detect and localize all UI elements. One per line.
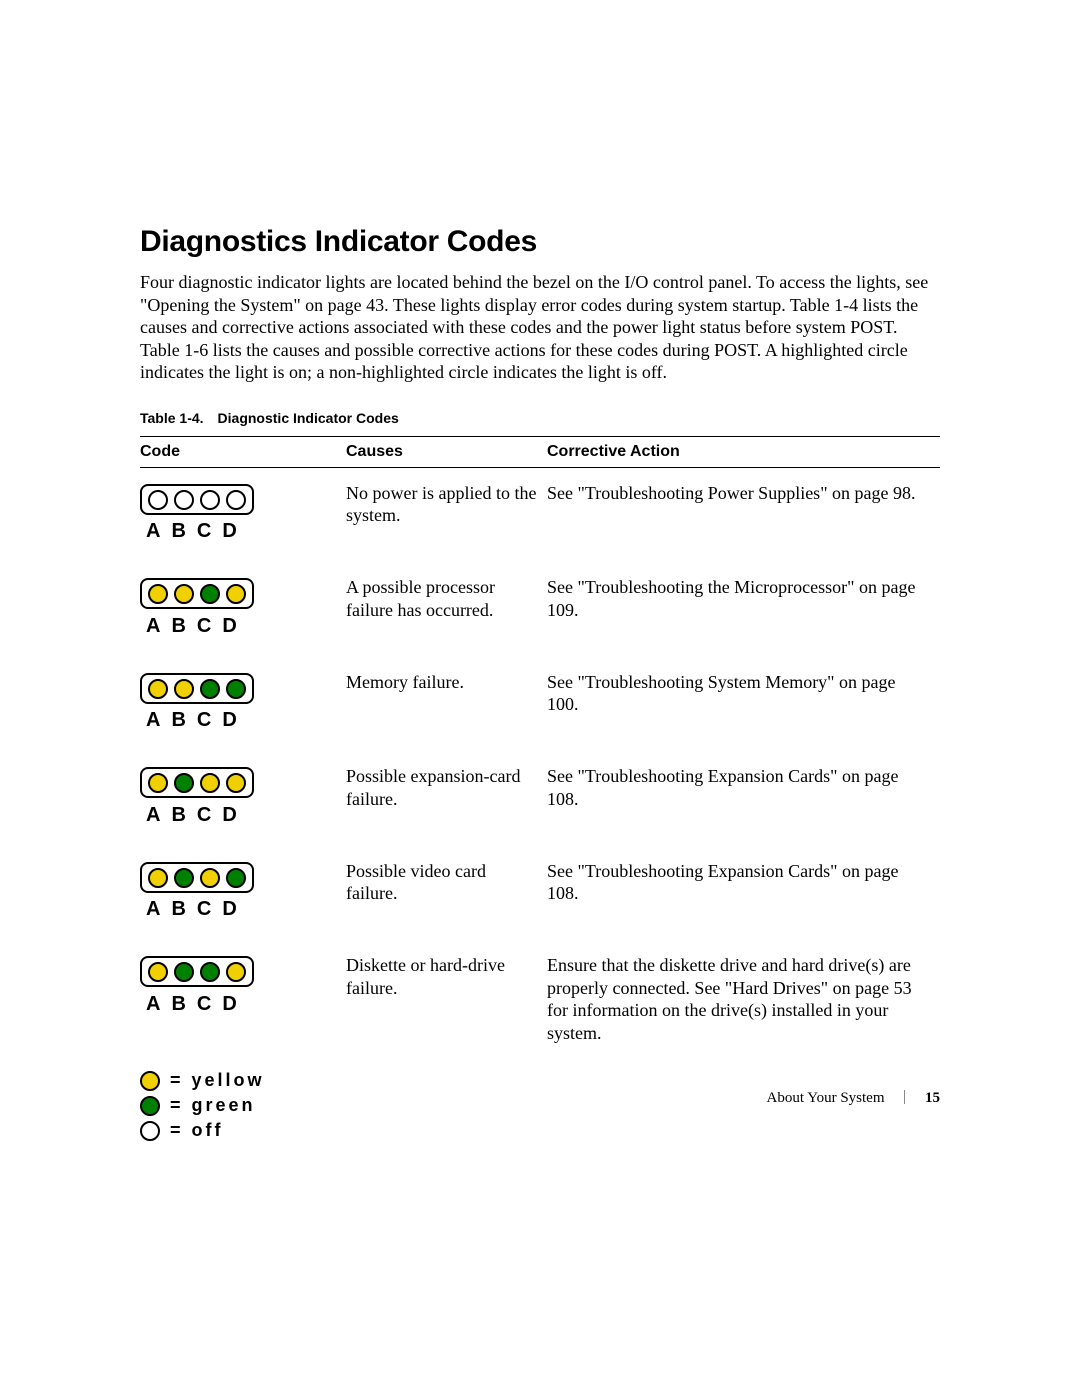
cell-cause: Possible expansion-card failure. [346,751,547,846]
indicator-letters: ABCD [140,803,336,828]
intro-paragraph: Four diagnostic indicator lights are loc… [140,271,940,384]
table-row: ABCD Memory failure.See "Troubleshooting … [140,657,940,752]
led-row [148,679,246,699]
footer-section: About Your System [767,1090,885,1106]
cell-code: ABCD [140,657,346,752]
led-row [148,584,246,604]
cell-action: See "Troubleshooting Power Supplies" on … [547,467,940,562]
cell-code: ABCD [140,846,346,941]
led-green-icon [174,962,194,982]
table-header-row: Code Causes Corrective Action [140,436,940,467]
indicator-box [140,956,254,987]
led-off-icon [148,490,168,510]
indicator-letters: ABCD [140,519,336,544]
col-header-code: Code [140,436,346,467]
table-row: ABCD Possible video card failure.See "Tro… [140,846,940,941]
cell-action: See "Troubleshooting the Microprocessor"… [547,562,940,657]
diagnostic-table: Code Causes Corrective Action ABCD No pow… [140,436,940,1063]
cell-code: ABCD [140,562,346,657]
led-yellow-icon [148,773,168,793]
cell-action: See "Troubleshooting Expansion Cards" on… [547,751,940,846]
led-yellow-icon [140,1071,160,1091]
led-yellow-icon [148,962,168,982]
led-yellow-icon [148,584,168,604]
led-green-icon [200,679,220,699]
led-yellow-icon [226,584,246,604]
led-row [148,490,246,510]
indicator: ABCD [140,671,336,734]
legend-row: = off [140,1120,940,1141]
cell-cause: Possible video card failure. [346,846,547,941]
led-green-icon [174,868,194,888]
led-yellow-icon [226,962,246,982]
table-row: ABCD Possible expansion-card failure.See … [140,751,940,846]
indicator-box [140,767,254,798]
indicator-box [140,578,254,609]
cell-cause: No power is applied to the system. [346,467,547,562]
led-green-icon [200,962,220,982]
indicator-box [140,862,254,893]
indicator: ABCD [140,765,336,828]
legend-row: = yellow [140,1070,940,1091]
led-yellow-icon [174,584,194,604]
legend-label: = green [170,1095,256,1116]
table-row: ABCD A possible processor failure has occ… [140,562,940,657]
indicator-letters: ABCD [140,708,336,733]
table-row: ABCD Diskette or hard-drive failure.Ensur… [140,940,940,1062]
cell-code: ABCD [140,467,346,562]
table-caption: Table 1-4. Diagnostic Indicator Codes [140,410,940,426]
led-yellow-icon [226,773,246,793]
led-yellow-icon [148,679,168,699]
cell-action: Ensure that the diskette drive and hard … [547,940,940,1062]
led-off-icon [140,1121,160,1141]
led-green-icon [140,1096,160,1116]
cell-action: See "Troubleshooting Expansion Cards" on… [547,846,940,941]
led-green-icon [200,584,220,604]
footer-separator [904,1090,905,1104]
col-header-action: Corrective Action [547,436,940,467]
led-off-icon [226,490,246,510]
led-yellow-icon [200,868,220,888]
led-off-icon [200,490,220,510]
led-row [148,773,246,793]
cell-action: See "Troubleshooting System Memory" on p… [547,657,940,752]
led-row [148,868,246,888]
cell-code: ABCD [140,940,346,1062]
cell-code: ABCD [140,751,346,846]
cell-cause: A possible processor failure has occurre… [346,562,547,657]
led-row [148,962,246,982]
page-footer: About Your System 15 [767,1090,940,1107]
led-yellow-icon [174,679,194,699]
led-yellow-icon [200,773,220,793]
indicator-letters: ABCD [140,897,336,922]
indicator: ABCD [140,482,336,545]
page-heading: Diagnostics Indicator Codes [140,225,940,259]
indicator-letters: ABCD [140,992,336,1017]
indicator-letters: ABCD [140,614,336,639]
cell-cause: Memory failure. [346,657,547,752]
indicator: ABCD [140,576,336,639]
led-off-icon [174,490,194,510]
indicator: ABCD [140,954,336,1017]
legend-label: = yellow [170,1070,265,1091]
led-green-icon [174,773,194,793]
led-yellow-icon [148,868,168,888]
legend-label: = off [170,1120,224,1141]
table-row: ABCD No power is applied to the system.Se… [140,467,940,562]
led-green-icon [226,679,246,699]
footer-page-number: 15 [925,1090,940,1106]
page: Diagnostics Indicator Codes Four diagnos… [0,0,1080,1397]
col-header-causes: Causes [346,436,547,467]
indicator: ABCD [140,860,336,923]
indicator-box [140,673,254,704]
led-green-icon [226,868,246,888]
indicator-box [140,484,254,515]
cell-cause: Diskette or hard-drive failure. [346,940,547,1062]
